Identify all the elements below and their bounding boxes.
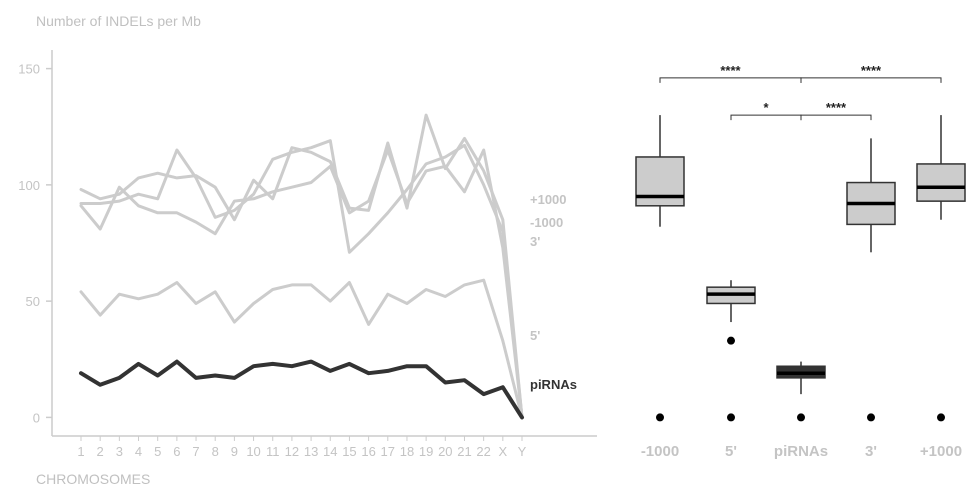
series-lines [79,113,524,420]
x-tick-label: 22 [476,444,490,459]
x-ticks: 1 2 3 4 5 6 7 8 9 10 11 12 13 14 15 16 17 18 19 20 21 22 X Y [77,436,527,459]
series-label: -1000 [530,215,563,230]
box--1000 [635,115,685,422]
x-tick-label: 17 [381,444,395,459]
x-tick-label: 21 [457,444,471,459]
significance-bracket: **** [659,63,802,83]
significance-label: **** [720,63,741,78]
category-label: piRNAs [774,443,828,460]
x-tick-label: 1 [77,444,84,459]
box-body [635,156,685,207]
series-labels: +1000 -1000 3' 5' piRNAs [530,192,577,392]
bracket-line [800,114,872,121]
outlier-point [797,413,805,422]
y-tick-label: 150 [18,62,40,77]
category-label: 3' [865,443,877,460]
category-label: -1000 [641,443,679,460]
significance-brackets: **** ***** **** [659,63,942,121]
x-tick-label: 6 [173,444,180,459]
outlier-point [937,413,945,422]
x-tick-label: 19 [419,444,433,459]
box-3 [846,138,896,422]
significance-bracket: * [730,100,802,121]
indel-line-chart: Number of INDELs per Mb CHROMOSOMES 0 50 1… [18,13,597,487]
outlier-point [656,413,664,422]
x-tick-label: 5 [154,444,161,459]
series-label: 5' [530,328,540,343]
indel-box-plot: **** ***** **** -1000 5' piRNAs 3' +1000 [635,63,966,460]
box-piRNAs [776,361,826,422]
x-tick-label: 12 [285,444,299,459]
significance-bracket: **** [800,100,872,121]
significance-label: **** [861,63,882,78]
boxes [635,115,966,422]
y-tick-label: 100 [18,178,40,193]
significance-label: * [763,100,769,115]
bracket-line [659,77,802,83]
x-tick-label: 9 [231,444,238,459]
outlier-point [867,413,875,422]
x-tick-label: 16 [361,444,375,459]
significance-bracket: **** [800,63,942,83]
x-tick-label: 20 [438,444,452,459]
x-tick-label: 11 [266,444,280,459]
y-tick-label: 50 [26,294,40,309]
x-tick-label: 15 [342,444,356,459]
x-tick-label: 14 [323,444,337,459]
series-label: +1000 [530,192,567,207]
x-tick-label: X [498,444,507,459]
x-tick-label: 7 [192,444,199,459]
outlier-point [727,336,735,345]
series-label: 3' [530,234,540,249]
category-label: 5' [725,443,737,460]
box-5 [706,280,756,422]
series-label: piRNAs [530,377,577,392]
x-tick-label: 18 [400,444,414,459]
y-tick-label: 0 [33,410,40,425]
series-line-piRNAs [79,359,524,420]
category-label: +1000 [920,443,962,460]
series-line--1000 [79,148,524,419]
x-axis-title: CHROMOSOMES [36,471,150,487]
series-line-+1000 [79,113,524,419]
x-tick-label: 2 [97,444,104,459]
series-line-3 [79,139,524,419]
x-tick-label: 13 [304,444,318,459]
box-body [916,163,966,202]
x-tick-label: 10 [246,444,260,459]
y-ticks: 0 50 100 150 [18,62,52,425]
category-labels: -1000 5' piRNAs 3' +1000 [641,443,962,460]
bracket-line [800,77,942,83]
bracket-line [730,114,802,121]
significance-label: **** [826,100,847,115]
box-+1000 [916,115,966,422]
y-axis-title: Number of INDELs per Mb [36,13,201,29]
x-tick-label: Y [518,444,527,459]
outlier-point [727,413,735,422]
series-line-5 [79,278,524,419]
x-tick-label: 4 [135,444,142,459]
x-tick-label: 3 [116,444,123,459]
x-tick-label: 8 [212,444,219,459]
